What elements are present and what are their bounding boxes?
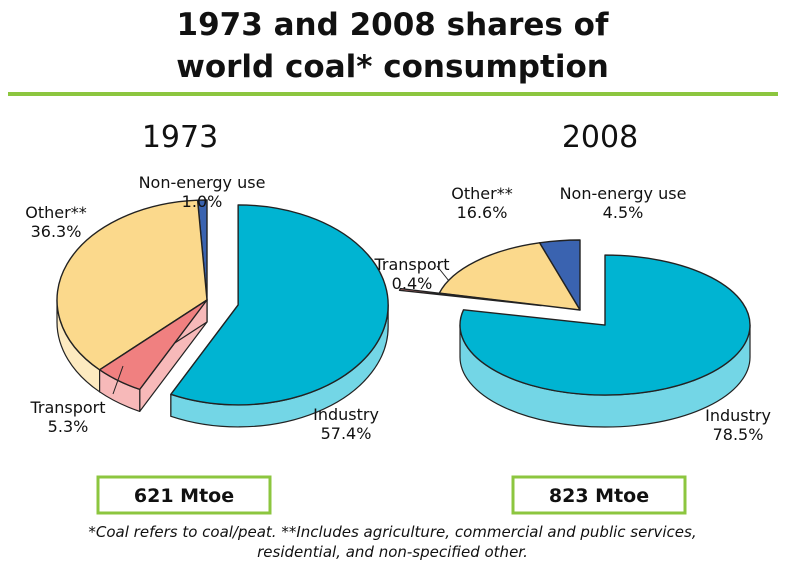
chart-title: 1973 and 2008 shares of world coal* cons…: [0, 4, 785, 88]
slice-label-non-energy-use-1973: Non-energy use 1.0%: [139, 173, 266, 211]
chart-title-line-2: world coal* consumption: [176, 49, 609, 85]
pie-slice-transport-2008: [398, 287, 542, 307]
total-label-2008: 823 Mtoe: [549, 485, 649, 507]
footnote: *Coal refers to coal/peat. **Includes ag…: [0, 522, 785, 562]
slice-label-transport-2008: Transport 0.4%: [373, 255, 449, 293]
pie-slice-other-2008: [438, 242, 581, 311]
slice-label-industry-1973: Industry 57.4%: [313, 405, 379, 443]
slice-label-other-1973: Other** 36.3%: [25, 203, 86, 241]
title-divider: [8, 92, 778, 96]
slice-label-other-2008: Other** 16.6%: [451, 184, 512, 222]
chart-title-line-1: 1973 and 2008 shares of: [176, 7, 609, 43]
footnote-line-2: residential, and non-specified other.: [257, 543, 528, 561]
total-box-1973: 621 Mtoe: [96, 475, 272, 515]
footnote-line-1: *Coal refers to coal/peat. **Includes ag…: [88, 523, 697, 541]
pie-title-2008: 2008: [562, 120, 638, 155]
pie-slice-industry-1973: [170, 204, 389, 428]
slice-label-transport-1973: Transport 5.3%: [29, 398, 105, 436]
slice-label-non-energy-use-2008: Non-energy use 4.5%: [560, 184, 687, 222]
pie-slice-transport-1973: [98, 299, 208, 412]
leader-line-1973-0: [112, 365, 124, 395]
slice-label-industry-2008: Industry 78.5%: [705, 406, 771, 444]
total-label-1973: 621 Mtoe: [134, 485, 234, 507]
total-box-2008: 823 Mtoe: [511, 475, 687, 515]
pie-chart-2008: 2008 Industry 78.5% Transport 0.4%Other** 16.…: [373, 120, 771, 515]
pie-chart-1973: 1973 Industry 57.4% Transport 5.3% Other** 36.…: [25, 120, 389, 515]
pie-slice-industry-2008: [459, 254, 751, 428]
leader-line-2008-0: [436, 265, 450, 282]
pie-title-1973: 1973: [142, 120, 218, 155]
